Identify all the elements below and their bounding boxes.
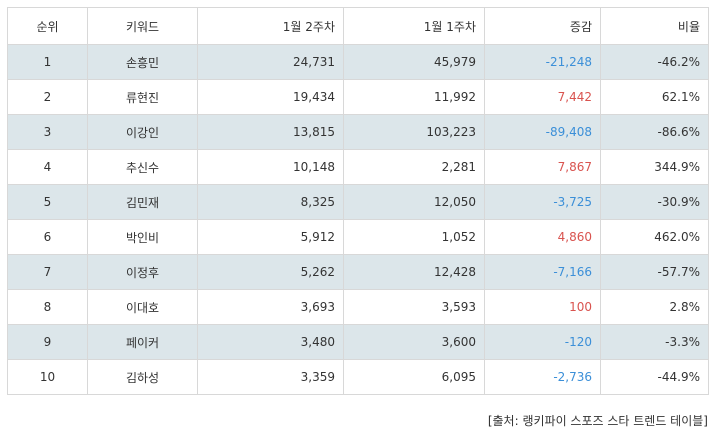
table-row: 3 이강인 13,815 103,223 -89,408 -86.6% [7, 114, 709, 150]
keyword-cell: 이정후 [87, 254, 198, 290]
header-keyword: 키워드 [87, 7, 198, 45]
rank-cell: 5 [7, 184, 88, 220]
week1-cell: 12,428 [343, 254, 485, 290]
rank-cell: 2 [7, 79, 88, 115]
rank-cell: 3 [7, 114, 88, 150]
keyword-cell: 손흥민 [87, 44, 198, 80]
ratio-cell: -44.9% [600, 359, 709, 395]
change-cell: -2,736 [484, 359, 601, 395]
week2-cell: 5,262 [197, 254, 344, 290]
change-cell: 4,860 [484, 219, 601, 255]
change-cell: 7,442 [484, 79, 601, 115]
rank-cell: 6 [7, 219, 88, 255]
header-change: 증감 [484, 7, 601, 45]
change-cell: -120 [484, 324, 601, 360]
ratio-cell: -57.7% [600, 254, 709, 290]
week2-cell: 3,480 [197, 324, 344, 360]
keyword-cell: 김민재 [87, 184, 198, 220]
table-row: 7 이정후 5,262 12,428 -7,166 -57.7% [7, 254, 709, 290]
ranking-table-container: 순위 키워드 1월 2주차 1월 1주차 증감 비율 1 손흥민 24,731 45,… [7, 7, 709, 395]
table-body: 1 손흥민 24,731 45,979 -21,248 -46.2% 2 류현진 19,434 1… [7, 44, 709, 395]
change-cell: 100 [484, 289, 601, 325]
table-row: 9 페이커 3,480 3,600 -120 -3.3% [7, 324, 709, 360]
ratio-cell: 462.0% [600, 219, 709, 255]
rank-cell: 4 [7, 149, 88, 185]
week2-cell: 24,731 [197, 44, 344, 80]
keyword-cell: 박인비 [87, 219, 198, 255]
rank-cell: 7 [7, 254, 88, 290]
week1-cell: 11,992 [343, 79, 485, 115]
header-week2: 1월 2주차 [197, 7, 344, 45]
table-row: 10 김하성 3,359 6,095 -2,736 -44.9% [7, 359, 709, 395]
keyword-cell: 류현진 [87, 79, 198, 115]
week1-cell: 3,600 [343, 324, 485, 360]
keyword-cell: 페이커 [87, 324, 198, 360]
week2-cell: 3,693 [197, 289, 344, 325]
ratio-cell: -86.6% [600, 114, 709, 150]
change-cell: -21,248 [484, 44, 601, 80]
week1-cell: 3,593 [343, 289, 485, 325]
week1-cell: 1,052 [343, 219, 485, 255]
ratio-cell: 344.9% [600, 149, 709, 185]
change-cell: -7,166 [484, 254, 601, 290]
table-row: 6 박인비 5,912 1,052 4,860 462.0% [7, 219, 709, 255]
table-row: 1 손흥민 24,731 45,979 -21,248 -46.2% [7, 44, 709, 80]
header-rank: 순위 [7, 7, 88, 45]
week2-cell: 3,359 [197, 359, 344, 395]
ratio-cell: 2.8% [600, 289, 709, 325]
week1-cell: 45,979 [343, 44, 485, 80]
ranking-table: 순위 키워드 1월 2주차 1월 1주차 증감 비율 1 손흥민 24,731 45,… [7, 7, 709, 395]
rank-cell: 8 [7, 289, 88, 325]
table-row: 4 추신수 10,148 2,281 7,867 344.9% [7, 149, 709, 185]
header-ratio: 비율 [600, 7, 709, 45]
change-cell: -3,725 [484, 184, 601, 220]
ratio-cell: -46.2% [600, 44, 709, 80]
rank-cell: 1 [7, 44, 88, 80]
week2-cell: 10,148 [197, 149, 344, 185]
table-row: 5 김민재 8,325 12,050 -3,725 -30.9% [7, 184, 709, 220]
keyword-cell: 이강인 [87, 114, 198, 150]
source-caption: [출처: 랭키파이 스포즈 스타 트렌드 테이블] [487, 414, 708, 428]
week1-cell: 103,223 [343, 114, 485, 150]
table-header-row: 순위 키워드 1월 2주차 1월 1주차 증감 비율 [7, 7, 709, 45]
table-row: 2 류현진 19,434 11,992 7,442 62.1% [7, 79, 709, 115]
header-week1: 1월 1주차 [343, 7, 485, 45]
week1-cell: 6,095 [343, 359, 485, 395]
week2-cell: 13,815 [197, 114, 344, 150]
change-cell: 7,867 [484, 149, 601, 185]
week1-cell: 2,281 [343, 149, 485, 185]
week2-cell: 19,434 [197, 79, 344, 115]
change-cell: -89,408 [484, 114, 601, 150]
ratio-cell: -3.3% [600, 324, 709, 360]
keyword-cell: 이대호 [87, 289, 198, 325]
week1-cell: 12,050 [343, 184, 485, 220]
keyword-cell: 김하성 [87, 359, 198, 395]
keyword-cell: 추신수 [87, 149, 198, 185]
ratio-cell: 62.1% [600, 79, 709, 115]
table-row: 8 이대호 3,693 3,593 100 2.8% [7, 289, 709, 325]
rank-cell: 9 [7, 324, 88, 360]
week2-cell: 8,325 [197, 184, 344, 220]
week2-cell: 5,912 [197, 219, 344, 255]
ratio-cell: -30.9% [600, 184, 709, 220]
rank-cell: 10 [7, 359, 88, 395]
